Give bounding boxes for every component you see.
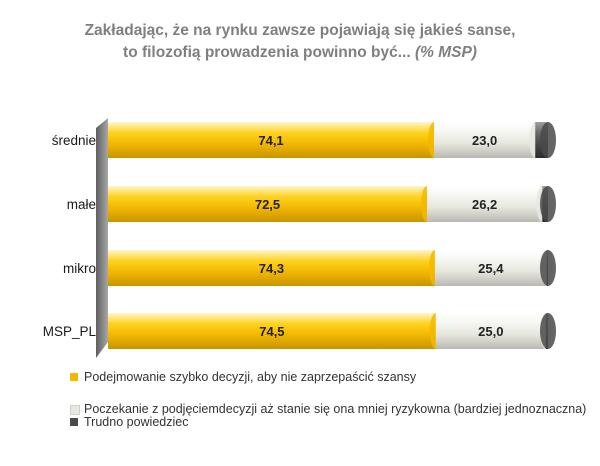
bar-segment	[427, 186, 543, 222]
chart-title-line2: to filozofią prowadzenia powinno być... …	[0, 42, 600, 64]
legend-item: Podejmowanie szybko decyzji, aby nie zap…	[68, 370, 598, 384]
legend-swatch	[70, 418, 78, 426]
category-label: średnie	[52, 133, 96, 148]
data-label: 74,1	[258, 133, 283, 148]
bar-segment	[434, 250, 547, 286]
bar-segment	[435, 313, 546, 349]
bar-segment-end	[540, 250, 556, 286]
data-label: 25,4	[478, 261, 504, 276]
chart-title-line1: Zakładając, że na rynku zawsze pojawiają…	[84, 22, 516, 39]
legend-item: Poczekanie z podjęciemdecyzji aż stanie …	[68, 402, 598, 416]
bar-segment-end	[540, 186, 556, 222]
legend-label: Podejmowanie szybko decyzji, aby nie zap…	[84, 370, 417, 384]
bar-segment-end	[540, 313, 556, 349]
category-label: małe	[67, 197, 96, 212]
bar-segment	[108, 122, 435, 158]
bar-segment	[434, 122, 536, 158]
legend-swatch	[70, 405, 80, 415]
chart-title-unit: (% MSP)	[414, 44, 477, 61]
legend-label: Poczekanie z podjęciemdecyzji aż stanie …	[84, 402, 587, 416]
category-label: mikro	[63, 261, 96, 276]
data-label: 74,3	[259, 261, 284, 276]
data-label: 72,5	[255, 197, 280, 212]
chart-title: Zakładając, że na rynku zawsze pojawiają…	[0, 20, 600, 64]
bar-segment	[108, 313, 436, 349]
plot-side-wall	[96, 118, 108, 358]
chart-title-text: to filozofią prowadzenia powinno być...	[123, 44, 411, 61]
data-label: 23,0	[472, 133, 497, 148]
bar-segment	[108, 250, 435, 286]
data-label: 25,0	[478, 324, 503, 339]
legend-label: Trudno powiedziec	[84, 415, 189, 429]
chart-legend: Podejmowanie szybko decyzji, aby nie zap…	[68, 368, 598, 429]
bar-segment	[108, 186, 427, 222]
bar-segment-end	[540, 122, 556, 158]
data-label: 26,2	[472, 197, 497, 212]
data-label: 74,5	[259, 324, 284, 339]
legend-item: Trudno powiedziec	[68, 415, 598, 429]
category-label: MSP_PL	[43, 324, 97, 339]
legend-swatch	[70, 373, 78, 381]
